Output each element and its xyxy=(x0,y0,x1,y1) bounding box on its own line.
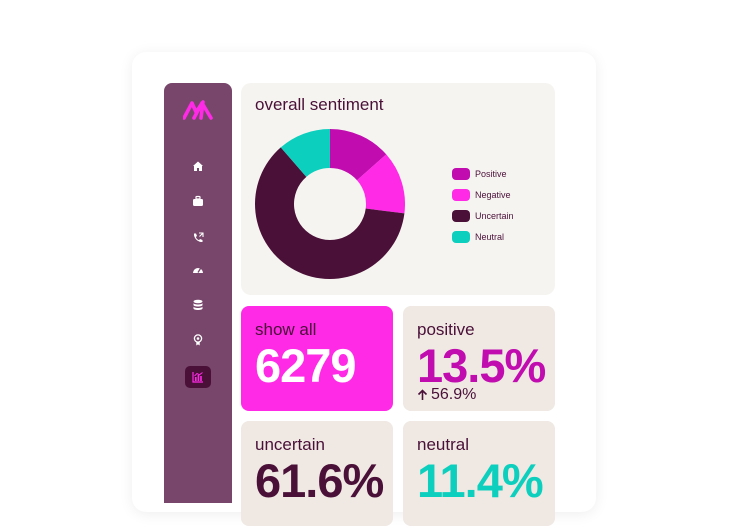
briefcase-icon xyxy=(193,195,203,206)
neutral-tile[interactable]: neutral 11.4% xyxy=(403,421,555,526)
tile-value: 6279 xyxy=(255,339,357,392)
legend-swatch xyxy=(452,230,470,243)
nav-awards[interactable] xyxy=(185,329,211,351)
nav-analytics[interactable] xyxy=(185,366,211,388)
tile-label: positive xyxy=(417,320,475,339)
logo-icon xyxy=(183,100,213,120)
legend-label: Neutral xyxy=(475,231,505,242)
nav-data[interactable] xyxy=(185,294,211,316)
legend-label: Uncertain xyxy=(475,210,514,221)
database-icon xyxy=(193,299,203,310)
sentiment-panel: overall sentiment Positive Negative Unce… xyxy=(241,83,555,295)
analytics-icon xyxy=(192,372,203,383)
sentiment-donut-chart xyxy=(255,129,405,279)
legend-item-neutral: Neutral xyxy=(452,226,514,247)
award-icon xyxy=(193,334,203,346)
phone-icon xyxy=(193,232,204,243)
donut-slice-neutral xyxy=(280,129,330,177)
legend-swatch xyxy=(452,188,470,201)
tile-value: 11.4% xyxy=(417,454,544,507)
nav-home[interactable] xyxy=(185,155,211,177)
donut-slice-negative xyxy=(357,154,405,214)
panel-title: overall sentiment xyxy=(255,95,384,114)
uncertain-tile[interactable]: uncertain 61.6% xyxy=(241,421,393,526)
tile-value: 13.5% xyxy=(417,339,546,392)
legend-swatch xyxy=(452,209,470,222)
sidebar xyxy=(164,83,232,503)
home-icon xyxy=(193,161,203,171)
nav-portfolio[interactable] xyxy=(185,190,211,212)
tile-label: neutral xyxy=(417,435,469,454)
tile-label: show all xyxy=(255,320,317,339)
tile-value: 61.6% xyxy=(255,454,384,507)
donut-slice-positive xyxy=(330,129,387,181)
tile-delta: 56.9% xyxy=(417,386,476,404)
arrow-up-icon xyxy=(417,389,428,400)
dashboard-icon xyxy=(193,268,203,273)
show-all-tile[interactable]: show all 6279 xyxy=(241,306,393,411)
legend-label: Positive xyxy=(475,168,507,179)
positive-tile[interactable]: positive 13.5% 56.9% xyxy=(403,306,555,411)
delta-value: 56.9% xyxy=(431,386,477,403)
legend-label: Negative xyxy=(475,189,511,200)
nav-dashboard[interactable] xyxy=(185,259,211,281)
legend-item-positive: Positive xyxy=(452,163,514,184)
legend-item-uncertain: Uncertain xyxy=(452,205,514,226)
tile-label: uncertain xyxy=(255,435,325,454)
legend-swatch xyxy=(452,167,470,180)
legend-item-negative: Negative xyxy=(452,184,514,205)
chart-legend: Positive Negative Uncertain Neutral xyxy=(452,163,514,247)
nav-calls[interactable] xyxy=(185,227,211,249)
donut-slice-uncertain xyxy=(255,147,405,279)
